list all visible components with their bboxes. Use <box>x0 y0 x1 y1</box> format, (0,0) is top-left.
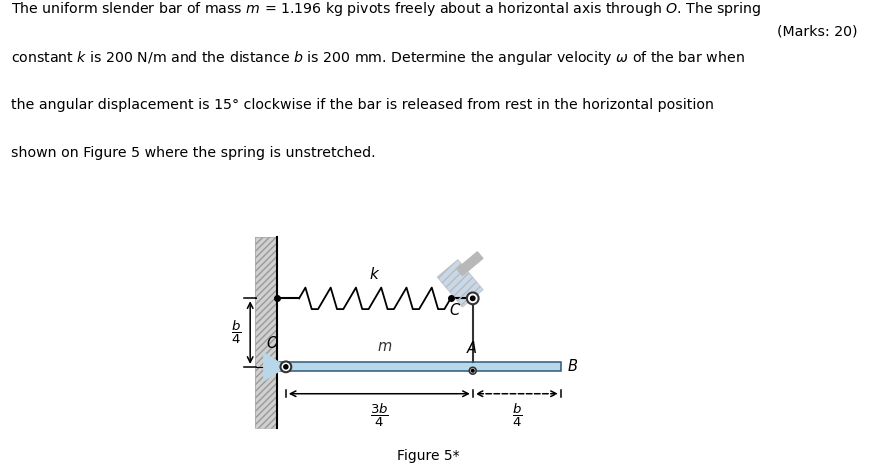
Text: Figure 5*: Figure 5* <box>397 449 460 463</box>
Polygon shape <box>457 252 483 276</box>
Bar <box>277 362 560 371</box>
Text: constant $k$ is 200 N/m and the distance $b$ is 200 mm. Determine the angular ve: constant $k$ is 200 N/m and the distance… <box>11 49 745 67</box>
Circle shape <box>471 370 474 372</box>
Circle shape <box>284 365 288 369</box>
Text: $\dfrac{b}{4}$: $\dfrac{b}{4}$ <box>511 402 522 429</box>
Bar <box>277 362 560 371</box>
Polygon shape <box>264 353 286 380</box>
Circle shape <box>281 362 291 372</box>
Circle shape <box>469 367 476 374</box>
Circle shape <box>471 296 475 301</box>
Circle shape <box>467 293 479 304</box>
Bar <box>255 237 277 428</box>
Text: $\dfrac{3b}{4}$: $\dfrac{3b}{4}$ <box>370 402 389 429</box>
Text: $k$: $k$ <box>369 266 381 282</box>
Bar <box>255 237 277 428</box>
Polygon shape <box>438 260 483 307</box>
Text: $O$: $O$ <box>266 335 279 351</box>
Text: $m$: $m$ <box>376 338 392 354</box>
Text: (Marks: 20): (Marks: 20) <box>777 25 857 38</box>
Text: $B$: $B$ <box>567 358 578 374</box>
Text: $A$: $A$ <box>466 340 478 356</box>
Text: $\dfrac{b}{4}$: $\dfrac{b}{4}$ <box>231 319 241 346</box>
Text: The uniform slender bar of mass $m$ = 1.196 kg pivots freely about a horizontal : The uniform slender bar of mass $m$ = 1.… <box>11 0 760 18</box>
Text: $C$: $C$ <box>449 302 461 318</box>
Text: the angular displacement is 15° clockwise if the bar is released from rest in th: the angular displacement is 15° clockwis… <box>11 98 714 111</box>
Text: shown on Figure 5 where the spring is unstretched.: shown on Figure 5 where the spring is un… <box>11 146 375 160</box>
